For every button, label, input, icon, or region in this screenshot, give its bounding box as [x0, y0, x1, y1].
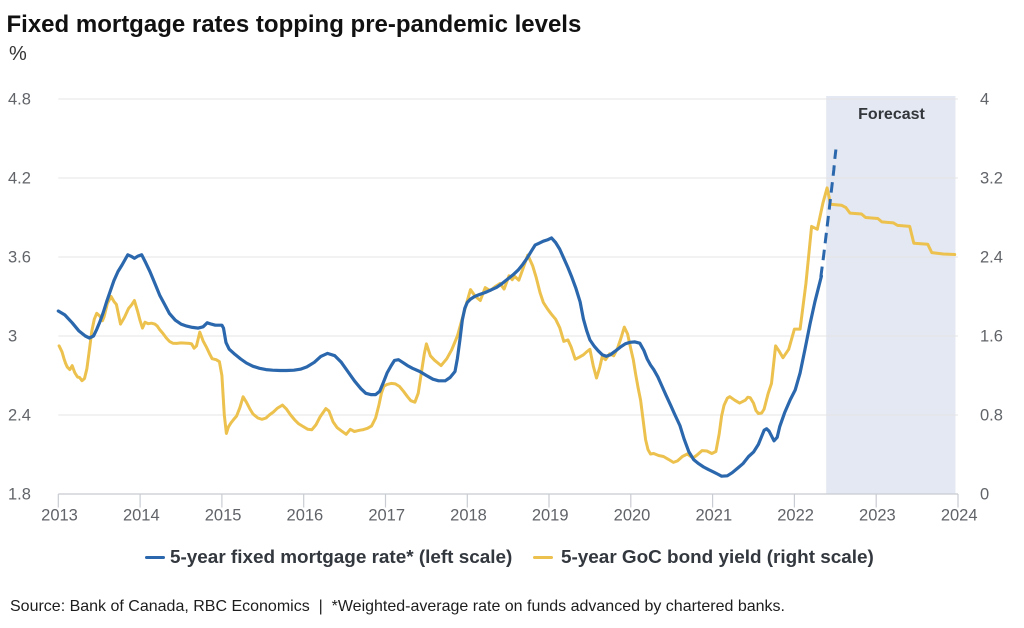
svg-text:2.4: 2.4: [980, 249, 1003, 267]
svg-text:2023: 2023: [859, 506, 896, 524]
svg-text:3: 3: [8, 328, 17, 346]
svg-text:4: 4: [980, 91, 989, 109]
svg-text:4.8: 4.8: [8, 91, 31, 109]
svg-text:2021: 2021: [695, 506, 732, 524]
svg-text:0: 0: [980, 486, 989, 504]
svg-text:3.2: 3.2: [980, 170, 1003, 188]
svg-text:3.6: 3.6: [8, 249, 31, 267]
svg-text:2019: 2019: [532, 506, 569, 524]
svg-text:4.2: 4.2: [8, 170, 31, 188]
svg-text:Forecast: Forecast: [858, 106, 925, 123]
svg-text:2017: 2017: [368, 506, 405, 524]
svg-text:2018: 2018: [450, 506, 487, 524]
svg-text:1.6: 1.6: [980, 328, 1003, 346]
svg-text:2015: 2015: [205, 506, 242, 524]
svg-text:0.8: 0.8: [980, 407, 1003, 425]
svg-text:2020: 2020: [614, 506, 651, 524]
svg-text:2013: 2013: [41, 506, 78, 524]
svg-text:2.4: 2.4: [8, 407, 31, 425]
svg-text:2016: 2016: [287, 506, 324, 524]
svg-text:1.8: 1.8: [8, 486, 31, 504]
svg-text:2024: 2024: [941, 506, 978, 524]
svg-text:2022: 2022: [777, 506, 814, 524]
svg-text:2014: 2014: [123, 506, 160, 524]
